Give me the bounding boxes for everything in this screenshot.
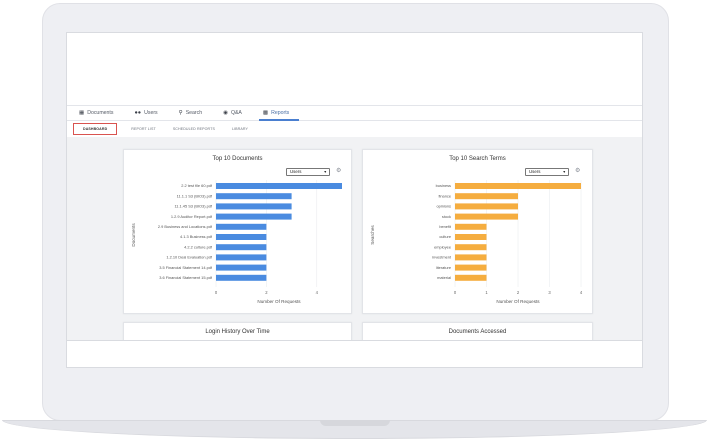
bar[interactable]: [455, 203, 518, 210]
tab-reports[interactable]: ▩ Reports: [258, 106, 300, 121]
top-documents-title: Top 10 Documents: [212, 156, 263, 162]
y-tick-label: investment: [432, 255, 452, 260]
x-axis-label: Number Of Requests: [257, 299, 301, 304]
y-tick-label: employee: [434, 244, 451, 249]
tab-qa-label: Q&A: [230, 110, 242, 116]
x-tick-label: 1: [485, 290, 488, 295]
y-tick-label: material: [437, 275, 451, 280]
x-axis-label: Number Of Requests: [496, 299, 540, 304]
bar[interactable]: [216, 183, 342, 189]
bar[interactable]: [216, 203, 292, 210]
x-tick-label: 3: [548, 290, 551, 295]
y-tick-label: 2.2 test file 60.pdf: [181, 183, 213, 188]
bottom-bar: [67, 340, 642, 367]
bar[interactable]: [216, 193, 292, 200]
top-search-terms-chart: 0 1 2 3 4 business finance opinions stock benefit…: [370, 180, 583, 304]
tab-search-label: Search: [185, 110, 203, 116]
y-tick-label: 11.1.1 S3 (BIO3).pdf: [177, 193, 213, 198]
top-search-terms-card: Top 10 Search Terms Users ▼ ⚙ 0 1 2 3 4 busin…: [362, 149, 593, 314]
x-tick-label: 4: [316, 290, 319, 295]
tab-search[interactable]: ⚲ Search: [179, 106, 202, 121]
documents-icon: ▦: [79, 110, 85, 116]
tab-users[interactable]: ●● Users: [134, 106, 157, 121]
gear-icon[interactable]: ⚙: [575, 168, 581, 174]
x-tick-label: 0: [454, 290, 457, 295]
y-tick-label: business: [436, 183, 451, 188]
documents-filter-value: Users: [290, 169, 302, 174]
y-tick-label: stock: [442, 214, 451, 219]
tab-documents-label: Documents: [87, 110, 114, 116]
top-documents-card: Top 10 Documents Users ▼ ⚙ 0 2 4 2.2 test f…: [123, 149, 352, 314]
y-tick-label: 3.6 Financial Statement 15.pdf: [159, 275, 213, 280]
bar[interactable]: [216, 244, 267, 251]
top-documents-chart: 0 2 4 2.2 test file 60.pdf 11.1.1 S3 (BIO3).…: [131, 180, 342, 304]
y-tick-label: 2.9 Business and Locations.pdf: [158, 224, 213, 229]
dashboard-content: Top 10 Documents Users ▼ ⚙ 0 2 4 2.2 test f…: [67, 137, 642, 367]
tab-reports-label: Reports: [271, 110, 290, 116]
x-tick-label: 0: [215, 290, 218, 295]
subtab-dashboard[interactable]: DASHBOARD: [73, 123, 118, 135]
bar[interactable]: [216, 213, 292, 220]
tab-qa[interactable]: ◉ Q&A: [223, 106, 242, 121]
bar[interactable]: [455, 274, 487, 281]
tab-documents[interactable]: ▦ Documents: [79, 106, 113, 121]
subtab-library[interactable]: LIBRARY: [231, 127, 248, 131]
chart-icon: ▩: [262, 110, 269, 116]
y-tick-label: 1.2.10 Deal Evaluation.pdf: [166, 255, 213, 260]
search-terms-filter-value: Users: [529, 169, 541, 174]
search-terms-filter-select[interactable]: Users ▼: [525, 168, 569, 176]
tab-users-label: Users: [144, 110, 158, 116]
x-tick-label: 2: [517, 290, 520, 295]
chevron-down-icon: ▼: [562, 170, 566, 174]
screen: ▦ Documents ●● Users ⚲ Search ◉ Q&A ▩ Re…: [66, 32, 643, 368]
bar[interactable]: [455, 244, 487, 251]
x-tick-label: 4: [580, 290, 583, 295]
y-axis-label: Documents: [131, 223, 136, 247]
bar[interactable]: [216, 223, 267, 230]
sub-nav: DASHBOARD REPORT LIST SCHEDULED REPORTS …: [67, 122, 642, 136]
main-nav: ▦ Documents ●● Users ⚲ Search ◉ Q&A ▩ Re…: [67, 106, 642, 121]
documents-filter-select[interactable]: Users ▼: [286, 168, 330, 176]
chevron-down-icon: ▼: [323, 170, 327, 174]
users-icon: ●●: [134, 110, 142, 116]
bar[interactable]: [216, 274, 267, 281]
y-axis-label: Searches: [370, 225, 375, 245]
bar[interactable]: [455, 183, 581, 189]
y-tick-label: benefit: [439, 224, 452, 229]
y-tick-label: 11.1.45 S3 (BIO3).pdf: [174, 204, 212, 209]
subtab-report-list[interactable]: REPORT LIST: [131, 127, 156, 131]
bar[interactable]: [455, 264, 487, 271]
bar[interactable]: [455, 213, 518, 220]
laptop-notch: [320, 420, 390, 426]
search-icon: ⚲: [178, 110, 183, 116]
bar[interactable]: [455, 193, 518, 200]
bar[interactable]: [455, 254, 487, 261]
documents-accessed-title: Documents Accessed: [448, 329, 507, 335]
login-history-title: Login History Over Time: [205, 329, 270, 335]
bar[interactable]: [216, 254, 267, 261]
gear-icon[interactable]: ⚙: [336, 168, 342, 174]
top-header: [67, 33, 642, 106]
x-tick-label: 2: [265, 290, 268, 295]
subtab-scheduled-reports[interactable]: SCHEDULED REPORTS: [172, 127, 215, 131]
chat-icon: ◉: [223, 110, 228, 116]
y-tick-label: finance: [438, 193, 451, 198]
bar[interactable]: [216, 264, 267, 271]
top-search-terms-title: Top 10 Search Terms: [449, 156, 506, 162]
bar[interactable]: [455, 234, 487, 240]
y-tick-label: culture: [439, 234, 451, 239]
y-tick-label: opinions: [437, 204, 452, 209]
y-tick-label: literature: [436, 265, 451, 270]
bar[interactable]: [216, 234, 267, 240]
y-tick-label: 4.2.2 culture.pdf: [184, 244, 213, 249]
y-tick-label: 1.2.9 Auditor Report.pdf: [171, 214, 213, 219]
y-tick-label: 4.1.3 Business.pdf: [180, 234, 213, 239]
bar[interactable]: [455, 223, 487, 230]
y-tick-label: 3.5 Financial Statement 14.pdf: [159, 265, 213, 270]
